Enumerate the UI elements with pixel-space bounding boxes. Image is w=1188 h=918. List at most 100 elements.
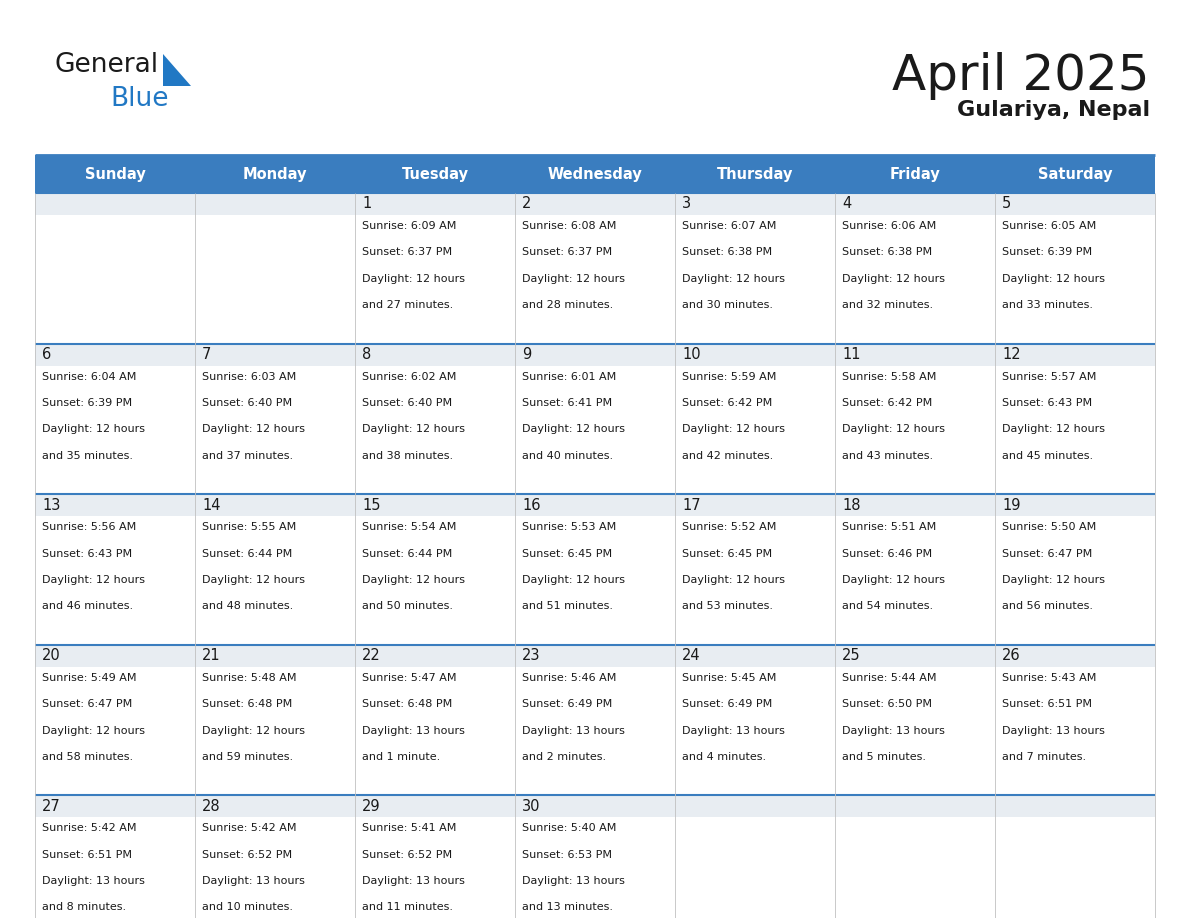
Text: Sunrise: 5:41 AM: Sunrise: 5:41 AM (362, 823, 456, 834)
Bar (355, 215, 516, 343)
Text: Sunset: 6:51 PM: Sunset: 6:51 PM (1001, 700, 1092, 710)
Text: Sunrise: 5:43 AM: Sunrise: 5:43 AM (1001, 673, 1097, 683)
Bar (675, 666, 835, 795)
Text: Sunrise: 6:04 AM: Sunrise: 6:04 AM (42, 372, 137, 382)
Bar (34, 193, 195, 215)
Text: and 37 minutes.: and 37 minutes. (202, 451, 293, 461)
Bar (675, 365, 835, 494)
Text: Daylight: 12 hours: Daylight: 12 hours (202, 575, 305, 585)
Text: Sunset: 6:49 PM: Sunset: 6:49 PM (682, 700, 772, 710)
Text: and 27 minutes.: and 27 minutes. (362, 300, 454, 310)
Bar (34, 817, 195, 918)
Text: Sunrise: 5:52 AM: Sunrise: 5:52 AM (682, 522, 777, 532)
Text: 9: 9 (522, 347, 531, 362)
Bar (516, 343, 675, 365)
Text: and 30 minutes.: and 30 minutes. (682, 300, 773, 310)
Text: 2: 2 (522, 196, 531, 211)
Bar (195, 644, 355, 666)
Bar (675, 516, 835, 644)
Bar (34, 494, 195, 516)
Text: Sunset: 6:48 PM: Sunset: 6:48 PM (202, 700, 292, 710)
Text: Sunset: 6:49 PM: Sunset: 6:49 PM (522, 700, 612, 710)
Text: Sunrise: 6:03 AM: Sunrise: 6:03 AM (202, 372, 296, 382)
Bar (34, 155, 195, 193)
Text: 15: 15 (362, 498, 380, 512)
Text: 25: 25 (842, 648, 860, 664)
Bar (34, 666, 195, 795)
Text: and 1 minute.: and 1 minute. (362, 752, 441, 762)
Bar (355, 365, 516, 494)
Text: Daylight: 12 hours: Daylight: 12 hours (522, 424, 625, 434)
Text: 14: 14 (202, 498, 221, 512)
Bar (996, 193, 1155, 215)
Text: 1: 1 (362, 196, 371, 211)
Text: Sunrise: 6:01 AM: Sunrise: 6:01 AM (522, 372, 617, 382)
Text: 30: 30 (522, 799, 541, 814)
Text: and 11 minutes.: and 11 minutes. (362, 902, 453, 912)
Bar (996, 155, 1155, 193)
Text: Daylight: 12 hours: Daylight: 12 hours (1001, 424, 1105, 434)
Text: Daylight: 12 hours: Daylight: 12 hours (682, 575, 785, 585)
Text: Sunrise: 5:48 AM: Sunrise: 5:48 AM (202, 673, 297, 683)
Bar (195, 193, 355, 215)
Text: Sunrise: 5:45 AM: Sunrise: 5:45 AM (682, 673, 777, 683)
Text: Sunrise: 6:06 AM: Sunrise: 6:06 AM (842, 221, 936, 231)
Text: Sunrise: 6:08 AM: Sunrise: 6:08 AM (522, 221, 617, 231)
Text: Sunrise: 5:51 AM: Sunrise: 5:51 AM (842, 522, 936, 532)
Text: Sunset: 6:47 PM: Sunset: 6:47 PM (42, 700, 132, 710)
Bar (355, 795, 516, 817)
Text: Sunset: 6:50 PM: Sunset: 6:50 PM (842, 700, 933, 710)
Bar (516, 817, 675, 918)
Text: 12: 12 (1001, 347, 1020, 362)
Text: Sunset: 6:47 PM: Sunset: 6:47 PM (1001, 549, 1092, 558)
Text: Sunrise: 5:55 AM: Sunrise: 5:55 AM (202, 522, 296, 532)
Text: Sunset: 6:51 PM: Sunset: 6:51 PM (42, 850, 132, 860)
Text: 20: 20 (42, 648, 61, 664)
Text: and 53 minutes.: and 53 minutes. (682, 601, 773, 611)
Text: Sunday: Sunday (84, 166, 145, 182)
Bar (195, 343, 355, 365)
Text: 7: 7 (202, 347, 211, 362)
Text: Wednesday: Wednesday (548, 166, 643, 182)
Text: 27: 27 (42, 799, 61, 814)
Text: Daylight: 12 hours: Daylight: 12 hours (42, 575, 145, 585)
Bar (195, 795, 355, 817)
Text: Sunrise: 5:53 AM: Sunrise: 5:53 AM (522, 522, 617, 532)
Text: and 50 minutes.: and 50 minutes. (362, 601, 453, 611)
Text: Sunset: 6:42 PM: Sunset: 6:42 PM (682, 398, 772, 408)
Text: Sunrise: 5:42 AM: Sunrise: 5:42 AM (42, 823, 137, 834)
Text: and 7 minutes.: and 7 minutes. (1001, 752, 1086, 762)
Bar (835, 365, 996, 494)
Bar (675, 494, 835, 516)
Text: and 4 minutes.: and 4 minutes. (682, 752, 766, 762)
Bar (195, 215, 355, 343)
Text: and 56 minutes.: and 56 minutes. (1001, 601, 1093, 611)
Text: Daylight: 13 hours: Daylight: 13 hours (682, 725, 785, 735)
Text: Sunrise: 5:49 AM: Sunrise: 5:49 AM (42, 673, 137, 683)
Text: and 59 minutes.: and 59 minutes. (202, 752, 293, 762)
Text: 13: 13 (42, 498, 61, 512)
Text: Sunrise: 5:57 AM: Sunrise: 5:57 AM (1001, 372, 1097, 382)
Text: 10: 10 (682, 347, 701, 362)
Text: 3: 3 (682, 196, 691, 211)
Bar (34, 795, 195, 817)
Text: Tuesday: Tuesday (402, 166, 468, 182)
Bar (835, 817, 996, 918)
Bar (675, 193, 835, 215)
Text: and 10 minutes.: and 10 minutes. (202, 902, 293, 912)
Text: 11: 11 (842, 347, 860, 362)
Text: 8: 8 (362, 347, 371, 362)
Text: Sunset: 6:52 PM: Sunset: 6:52 PM (362, 850, 453, 860)
Text: Sunset: 6:42 PM: Sunset: 6:42 PM (842, 398, 933, 408)
Text: Daylight: 12 hours: Daylight: 12 hours (362, 424, 465, 434)
Text: 5: 5 (1001, 196, 1011, 211)
Text: Friday: Friday (890, 166, 941, 182)
Bar (355, 516, 516, 644)
Text: Daylight: 12 hours: Daylight: 12 hours (42, 424, 145, 434)
Bar (675, 817, 835, 918)
Bar (835, 666, 996, 795)
Text: 26: 26 (1001, 648, 1020, 664)
Text: Sunset: 6:38 PM: Sunset: 6:38 PM (842, 247, 933, 257)
Bar (835, 193, 996, 215)
Bar (195, 516, 355, 644)
